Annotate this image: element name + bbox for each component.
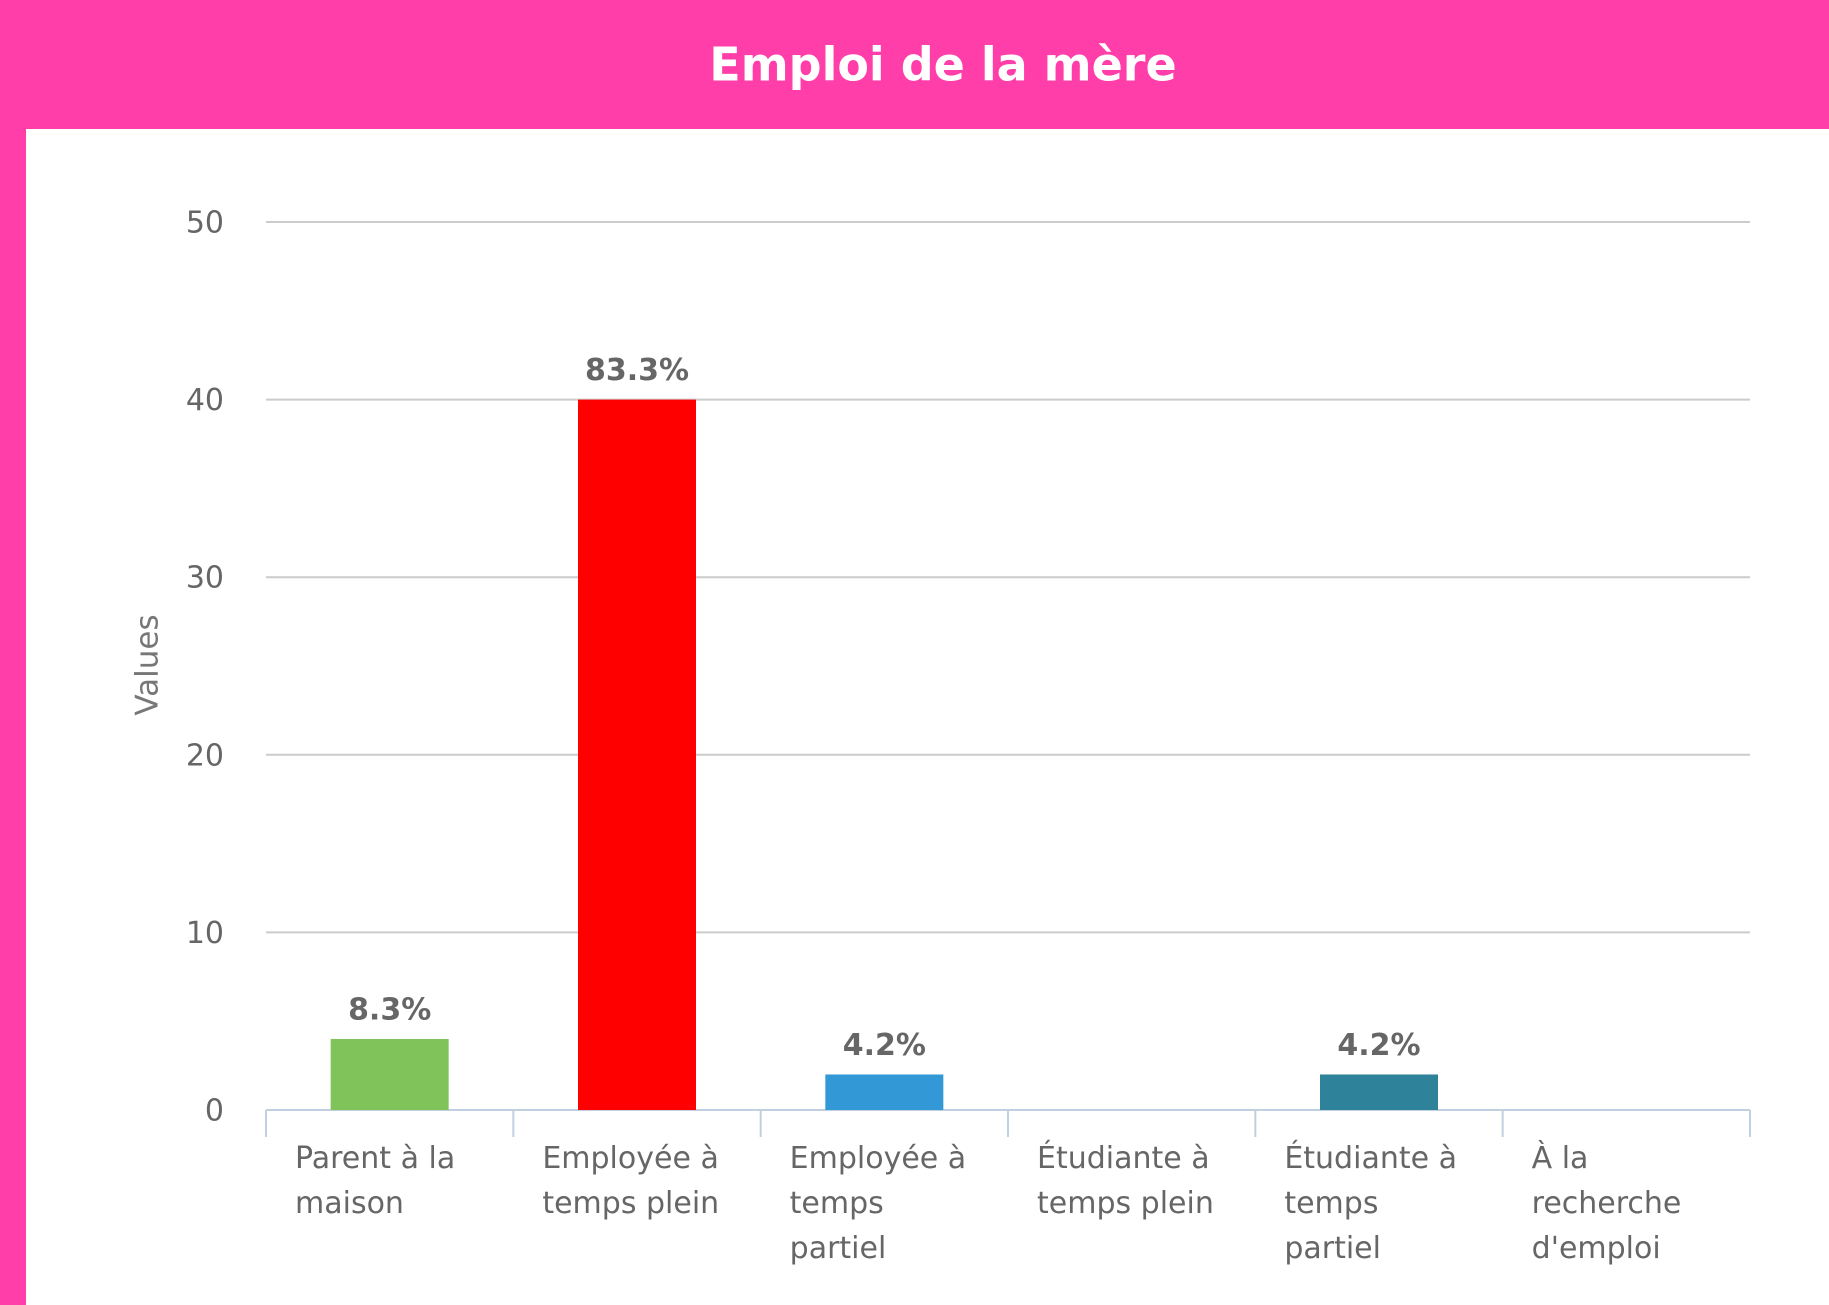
x-tick-label: Employée à temps plein	[542, 1141, 720, 1221]
value-label: 4.2%	[1337, 1028, 1420, 1063]
bar	[330, 1038, 449, 1110]
y-tick-label: 40	[186, 383, 224, 418]
y-tick-label: 50	[186, 206, 224, 241]
y-tick-label: 10	[186, 916, 224, 951]
x-tick-label: Étudiante à temps plein	[1037, 1141, 1214, 1221]
x-tick-label: Étudiante à temps partiel	[1284, 1141, 1457, 1266]
bar	[578, 399, 696, 1111]
value-label: 4.2%	[843, 1028, 926, 1063]
left-strip	[0, 0, 26, 1305]
x-tick-label: À la recherche d'emploi	[1531, 1141, 1682, 1266]
x-tick-label: Parent à la maison	[295, 1141, 456, 1221]
chart-title: Emploi de la mère	[709, 38, 1176, 92]
y-tick-label: 30	[186, 561, 224, 596]
value-label: 83.3%	[585, 353, 689, 388]
bar	[825, 1074, 944, 1110]
y-axis-title: Values	[130, 614, 166, 715]
y-tick-label: 0	[205, 1094, 224, 1129]
header-bar	[0, 0, 1829, 129]
x-tick-label: Employée à temps partiel	[789, 1141, 967, 1266]
y-tick-label: 20	[186, 738, 224, 773]
value-label: 8.3%	[348, 992, 431, 1027]
bar	[1320, 1074, 1438, 1110]
